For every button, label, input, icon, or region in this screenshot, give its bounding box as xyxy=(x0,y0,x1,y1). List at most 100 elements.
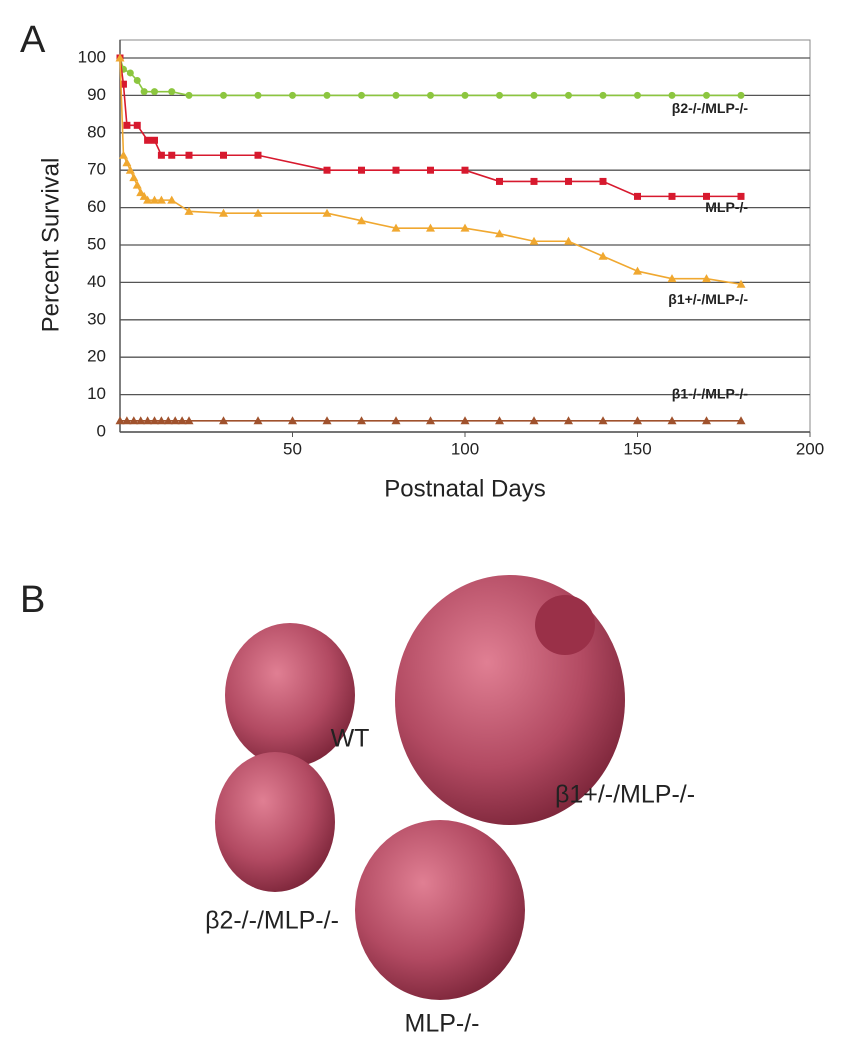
data-point xyxy=(391,416,401,425)
x-tick-label: 100 xyxy=(451,439,479,458)
data-point xyxy=(323,91,331,99)
x-tick-label: 200 xyxy=(796,439,824,458)
data-point xyxy=(150,416,159,425)
data-point xyxy=(118,150,128,159)
data-point xyxy=(392,91,400,99)
series-line xyxy=(119,57,741,198)
data-point xyxy=(633,266,642,275)
x-axis-title: Postnatal Days xyxy=(384,475,545,502)
data-point xyxy=(126,69,134,77)
data-point xyxy=(392,166,400,174)
y-tick-label: 100 xyxy=(78,47,106,66)
data-point xyxy=(667,274,677,283)
data-point xyxy=(170,416,180,425)
data-point xyxy=(736,416,746,425)
data-point xyxy=(184,416,194,425)
data-point xyxy=(323,166,331,174)
data-point xyxy=(529,416,539,425)
data-point xyxy=(185,151,193,159)
data-point xyxy=(737,192,745,200)
data-point xyxy=(460,416,470,425)
series-label: β1+/-/MLP-/- xyxy=(668,291,748,307)
x-tick-label: 50 xyxy=(283,439,302,458)
heart-photo xyxy=(225,623,355,767)
x-tick-label: 150 xyxy=(623,439,651,458)
y-tick-label: 30 xyxy=(87,309,106,328)
heart-label: WT xyxy=(331,725,370,753)
panel-label: A xyxy=(20,19,46,61)
y-tick-label: 90 xyxy=(87,85,106,104)
data-point xyxy=(461,91,469,99)
y-tick-label: 80 xyxy=(87,122,106,141)
panel-label: B xyxy=(20,579,45,621)
data-point xyxy=(496,91,503,99)
y-tick-label: 10 xyxy=(87,384,106,403)
data-point xyxy=(599,91,607,99)
data-point xyxy=(461,166,469,174)
data-point xyxy=(156,416,166,425)
heart-photo xyxy=(355,820,525,1000)
data-point xyxy=(736,279,746,288)
data-point xyxy=(167,195,177,204)
data-point xyxy=(122,158,132,167)
series-label: β1-/-/MLP-/- xyxy=(672,385,749,401)
data-point xyxy=(426,223,435,232)
data-point xyxy=(564,236,573,245)
data-point xyxy=(219,208,228,217)
data-point xyxy=(254,151,262,159)
heart-photo xyxy=(535,595,595,655)
y-axis-title: Percent Survival xyxy=(37,158,64,333)
data-point xyxy=(133,76,141,84)
data-point xyxy=(150,195,159,204)
series-line xyxy=(119,57,741,97)
data-point xyxy=(185,91,193,99)
data-point xyxy=(133,121,141,129)
data-point xyxy=(123,121,131,129)
data-point xyxy=(156,195,166,204)
data-point xyxy=(119,80,127,88)
data-point xyxy=(391,223,401,232)
data-point xyxy=(668,192,676,200)
data-point xyxy=(157,151,165,159)
series-label: β2-/-/MLP-/- xyxy=(672,100,749,116)
y-tick-label: 70 xyxy=(87,160,106,179)
data-point xyxy=(358,91,365,99)
data-point xyxy=(426,416,435,425)
data-point xyxy=(634,91,641,99)
data-point xyxy=(220,91,227,99)
data-point xyxy=(496,177,503,185)
data-point xyxy=(495,229,504,238)
data-point xyxy=(530,91,538,99)
data-point xyxy=(598,416,608,425)
data-point xyxy=(634,192,641,200)
data-point xyxy=(322,208,332,217)
data-point xyxy=(667,416,677,425)
data-point xyxy=(143,416,153,425)
data-point xyxy=(702,274,711,283)
data-point xyxy=(140,88,148,96)
data-point xyxy=(125,165,135,174)
data-point xyxy=(703,192,710,200)
data-point xyxy=(219,416,228,425)
data-point xyxy=(136,416,146,425)
data-point xyxy=(220,151,227,159)
heart-label: MLP-/- xyxy=(405,1010,480,1038)
data-point xyxy=(702,416,711,425)
data-point xyxy=(177,416,187,425)
data-point xyxy=(253,208,263,217)
data-point xyxy=(737,91,745,99)
data-point xyxy=(427,91,434,99)
data-point xyxy=(599,177,607,185)
data-point xyxy=(530,177,538,185)
data-point xyxy=(322,416,332,425)
series-line xyxy=(119,57,742,286)
data-point xyxy=(129,173,139,182)
data-point xyxy=(633,416,642,425)
data-point xyxy=(357,216,366,225)
heart-photo xyxy=(215,752,335,892)
data-point xyxy=(460,223,470,232)
series-label: MLP-/- xyxy=(705,199,748,215)
data-point xyxy=(358,166,365,174)
data-point xyxy=(168,88,176,96)
